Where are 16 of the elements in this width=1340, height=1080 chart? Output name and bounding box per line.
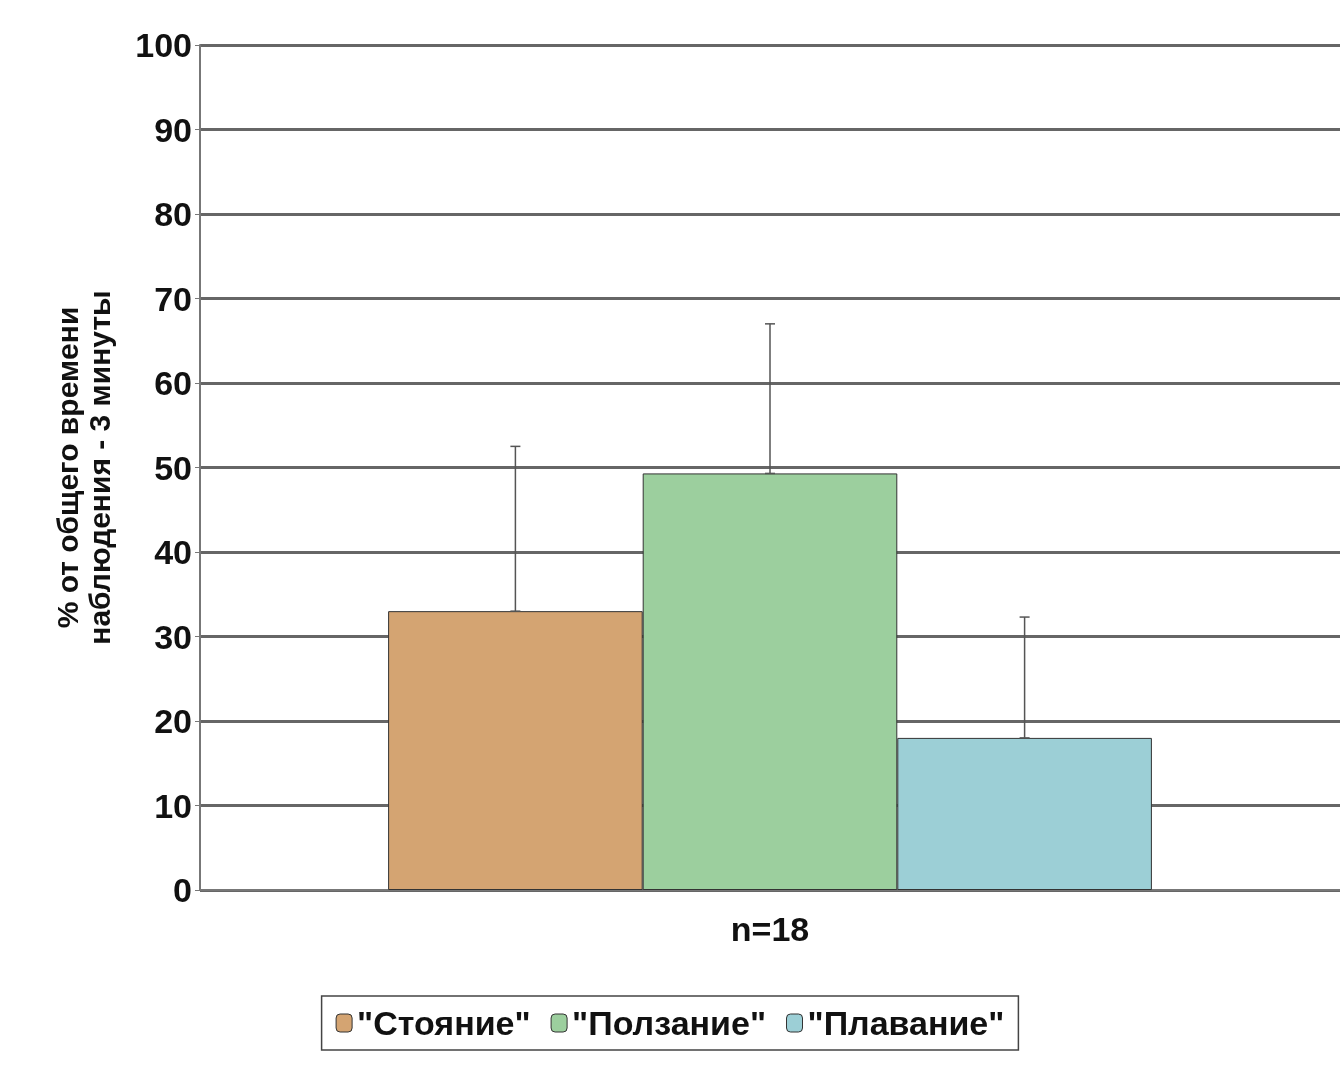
- y-tick-label: 90: [154, 110, 192, 149]
- legend-label: "Плавание": [807, 1004, 1005, 1042]
- y-tick-label: 30: [154, 617, 192, 656]
- legend-label: "Ползание": [572, 1004, 767, 1042]
- y-tick-label: 80: [154, 195, 192, 233]
- x-tick-label: n=18: [730, 910, 810, 948]
- y-tick-label: 20: [154, 702, 192, 740]
- y-tick-label: 40: [154, 533, 192, 571]
- y-tick-label: 70: [154, 279, 192, 318]
- y-tick-label: 0: [173, 871, 192, 909]
- y-tick-label: 100: [135, 26, 192, 64]
- y-tick-label: 60: [154, 364, 192, 402]
- y-axis-title: % от общего времени наблюдения - 3 минуты: [50, 290, 116, 645]
- legend-label: "Стояние": [357, 1004, 531, 1042]
- y-tick-label: 50: [154, 448, 192, 487]
- y-tick-label: 10: [154, 786, 192, 825]
